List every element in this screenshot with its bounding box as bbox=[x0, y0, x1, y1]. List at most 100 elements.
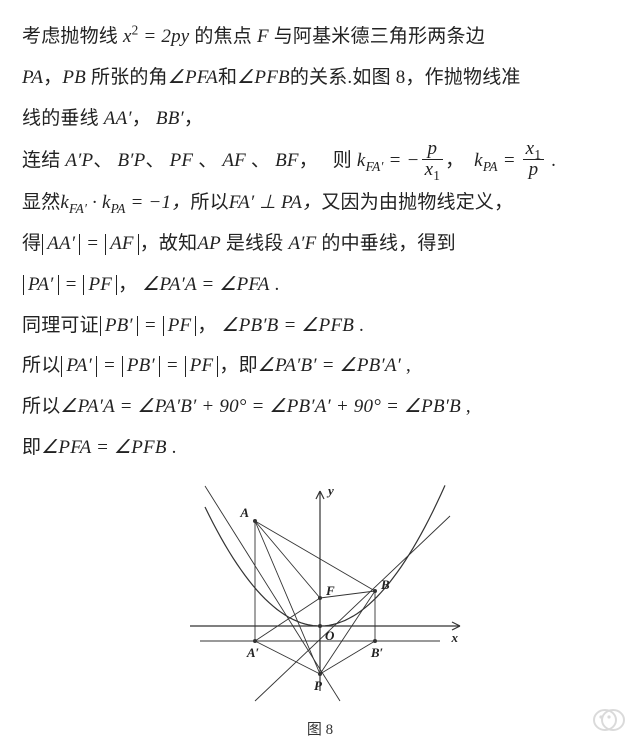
frac-p-over-x1: px1 bbox=[422, 139, 444, 180]
txt: ， bbox=[299, 150, 333, 171]
txt: ， bbox=[197, 315, 221, 336]
sym-BBp: BB′ bbox=[156, 108, 184, 129]
txt: 又因为由抛物线定义， bbox=[321, 192, 513, 213]
txt: 、 bbox=[145, 150, 164, 171]
frac-x1-over-p: x1p bbox=[523, 139, 545, 180]
txt: 的中垂线，得到 bbox=[316, 233, 455, 254]
abs-PF: PF bbox=[83, 275, 117, 296]
paragraph-7: PA′ = PF， ∠PA′A = ∠PFA . bbox=[22, 266, 618, 305]
txt: = bbox=[81, 233, 104, 254]
txt: 连结 bbox=[22, 150, 65, 171]
figure-8-svg: yxABFOA′B′P bbox=[170, 476, 470, 711]
sym-angPFB2: ∠PFB bbox=[301, 315, 354, 336]
txt: ， bbox=[219, 355, 238, 376]
txt: , bbox=[401, 355, 411, 376]
txt: = bbox=[279, 315, 302, 336]
math-eq-parabola: x2 = 2py bbox=[123, 26, 189, 47]
txt: 所以 bbox=[22, 355, 60, 376]
txt: . bbox=[546, 150, 556, 171]
txt: 所张的角 bbox=[91, 67, 168, 88]
sym-angPBpB: ∠PB′B bbox=[221, 315, 278, 336]
txt: ， bbox=[43, 67, 62, 88]
txt: 显然 bbox=[22, 192, 60, 213]
sym-angPApBp: ∠PA′B′ bbox=[258, 355, 317, 376]
txt: , bbox=[461, 396, 471, 417]
math-product: kFA′ · kPA bbox=[60, 192, 125, 213]
sym-angPFB: ∠PFB bbox=[237, 67, 290, 88]
sym-AP: AP bbox=[197, 233, 221, 254]
txt: 和 bbox=[218, 67, 237, 88]
txt: = bbox=[317, 355, 340, 376]
txt: 所以 bbox=[22, 396, 60, 417]
sym-ApP: A′P bbox=[65, 150, 93, 171]
txt: 、 bbox=[251, 150, 270, 171]
txt: = −1， bbox=[126, 192, 191, 213]
abs-AAp: AA′ bbox=[42, 234, 80, 255]
document-page: 考虑抛物线 x2 = 2py 的焦点 F 与阿基米德三角形两条边 PA，PB 所… bbox=[0, 0, 640, 751]
paragraph-5: 显然kFA′ · kPA = −1，所以FA′ ⊥ PA，又因为由抛物线定义， bbox=[22, 184, 618, 223]
math-k-PA: kPA bbox=[474, 150, 498, 171]
sym-ApF: A′F bbox=[288, 233, 316, 254]
svg-text:F: F bbox=[325, 583, 335, 598]
sym-angPApA: ∠PA′A bbox=[142, 274, 196, 295]
txt: 、 bbox=[93, 150, 112, 171]
txt: 的焦点 bbox=[189, 26, 257, 47]
abs-PBp2: PB′ bbox=[122, 356, 160, 377]
txt: 考虑抛物线 bbox=[22, 26, 123, 47]
figure-8: yxABFOA′B′P 图 8 bbox=[22, 476, 618, 739]
sym-AAp: AA′ bbox=[104, 108, 132, 129]
sym-angPBpAp: ∠PB′A′ bbox=[340, 355, 401, 376]
txt: = bbox=[98, 355, 121, 376]
sym-angPFA: ∠PFA bbox=[168, 67, 218, 88]
paragraph-1: 考虑抛物线 x2 = 2py 的焦点 F 与阿基米德三角形两条边 bbox=[22, 18, 618, 57]
svg-text:A: A bbox=[239, 505, 249, 520]
sym-PF: PF bbox=[170, 150, 194, 171]
paragraph-11: 即∠PFA = ∠PFB . bbox=[22, 429, 618, 468]
abs-PAp: PA′ bbox=[23, 275, 59, 296]
watermark-icon bbox=[592, 706, 626, 739]
paragraph-3: 线的垂线 AA′， BB′， bbox=[22, 100, 618, 139]
txt: = bbox=[139, 315, 162, 336]
sym-AF: AF bbox=[222, 150, 246, 171]
txt: 所以 bbox=[190, 192, 228, 213]
txt: 的关系.如图 8，作抛物线准 bbox=[290, 67, 521, 88]
txt: = bbox=[196, 274, 219, 295]
abs-PF2: PF bbox=[163, 316, 197, 337]
paragraph-2: PA，PB 所张的角∠PFA和∠PFB的关系.如图 8，作抛物线准 bbox=[22, 59, 618, 98]
svg-text:P: P bbox=[314, 678, 323, 693]
txt: 得 bbox=[22, 233, 41, 254]
txt: ， bbox=[140, 233, 159, 254]
abs-AF: AF bbox=[105, 234, 139, 255]
txt: ， bbox=[184, 108, 203, 129]
sym-BpP: B′P bbox=[117, 150, 145, 171]
sym-PA: PA bbox=[22, 67, 43, 88]
paragraph-8: 同理可证PB′ = PF， ∠PB′B = ∠PFB . bbox=[22, 307, 618, 346]
paragraph-10: 所以∠PA′A = ∠PA′B′ + 90° = ∠PB′A′ + 90° = … bbox=[22, 388, 618, 427]
abs-PF3: PF bbox=[185, 356, 219, 377]
paragraph-9: 所以PA′ = PB′ = PF，即∠PA′B′ = ∠PB′A′ , bbox=[22, 347, 618, 386]
sym-chain: ∠PA′A = ∠PA′B′ + 90° = ∠PB′A′ + 90° = ∠P… bbox=[60, 396, 461, 417]
txt: = − bbox=[384, 150, 420, 171]
sym-PB: PB bbox=[62, 67, 86, 88]
txt: . bbox=[167, 437, 177, 458]
sym-perp: FA′ ⊥ PA， bbox=[229, 192, 322, 213]
svg-text:y: y bbox=[326, 483, 334, 498]
txt: = bbox=[60, 274, 83, 295]
txt: 即 bbox=[239, 355, 258, 376]
figure-caption: 图 8 bbox=[22, 718, 618, 739]
txt: ， bbox=[118, 274, 142, 295]
paragraph-6: 得AA′ = AF，故知AP 是线段 A′F 的中垂线，得到 bbox=[22, 225, 618, 264]
txt: . bbox=[270, 274, 280, 295]
txt: 故知 bbox=[159, 233, 197, 254]
sym-BF: BF bbox=[275, 150, 299, 171]
txt: 即 bbox=[22, 437, 41, 458]
txt: 同理可证 bbox=[22, 315, 99, 336]
svg-text:x: x bbox=[451, 630, 459, 645]
txt: = bbox=[498, 150, 521, 171]
txt: 则 bbox=[333, 150, 352, 171]
txt: ， bbox=[132, 108, 156, 129]
svg-text:A′: A′ bbox=[246, 645, 260, 660]
sym-F: F bbox=[257, 26, 269, 47]
paragraph-4: 连结 A′P、 B′P、 PF 、 AF 、 BF， 则 kFA′ = −px1… bbox=[22, 141, 618, 182]
txt: ， bbox=[445, 150, 474, 171]
